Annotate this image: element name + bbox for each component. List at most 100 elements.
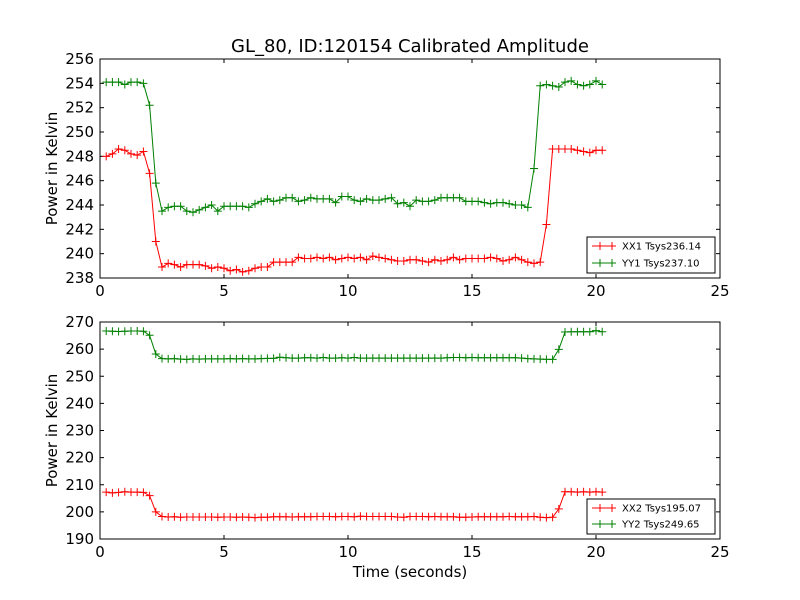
top-series-0-point [344, 253, 352, 262]
top-y-tick-label: 246 [65, 172, 94, 190]
top-legend-entry-yy1: YY1 Tsys237.10 [592, 259, 700, 270]
top-series-1-point [251, 199, 259, 208]
top-legend-label-yy1: YY1 Tsys237.10 [621, 259, 700, 270]
top-y-tick-label: 252 [65, 99, 94, 117]
bottom-series-0-point [399, 513, 408, 522]
top-series-0-point [170, 260, 179, 269]
top-series-1-point [393, 199, 402, 208]
top-series-1-point [387, 193, 396, 202]
top-series-0-point [337, 254, 346, 263]
bottom-y-tick-label: 230 [65, 422, 94, 440]
top-y-tick-label: 242 [65, 220, 94, 238]
top-series-markers [102, 76, 607, 276]
bottom-series-1-point [598, 327, 607, 336]
bottom-series-1-point [350, 353, 359, 362]
bottom-legend-marker-xx2 [596, 504, 616, 512]
top-series-1-point [499, 198, 507, 207]
top-axis-ticks: 0 5 10 15 20 25 238 240 242 244 246 248 250 252 254 256 [65, 50, 729, 300]
bottom-y-axis-label: Power in Kelvin [43, 374, 61, 488]
top-series-0-point [530, 259, 538, 268]
bottom-legend: XX2 Tsys195.07 YY2 Tsys249.65 [586, 498, 716, 535]
top-series-0-point [437, 256, 445, 265]
top-series-1-point [133, 78, 142, 87]
top-series-1-point [195, 205, 204, 214]
top-series-0-point [251, 264, 259, 273]
top-series-0-point [164, 259, 173, 268]
top-series-1-point [542, 80, 551, 89]
top-x-tick-label: 15 [462, 282, 481, 300]
top-series-1-point [139, 79, 148, 88]
bottom-series-1-point [139, 327, 148, 336]
top-series-1-point [238, 202, 247, 211]
bottom-series-1-point [182, 355, 191, 364]
top-series-1-point [530, 164, 538, 173]
top-series-0-point [375, 253, 383, 262]
top-series-0-point [579, 147, 588, 156]
bottom-legend-label-xx2: XX2 Tsys195.07 [622, 504, 701, 515]
top-series-0-point [585, 148, 594, 157]
top-series-1-point [548, 81, 557, 90]
top-series-0-point [133, 151, 142, 160]
bottom-y-tick-label: 210 [65, 476, 94, 494]
top-x-tick-label: 0 [95, 282, 105, 300]
top-x-tick-label: 5 [219, 282, 229, 300]
top-series-0-point [108, 149, 117, 158]
top-series-1-point [480, 198, 489, 207]
top-series-0-point [238, 267, 247, 276]
top-series-0-point [195, 260, 204, 269]
top-series-0-point [430, 255, 439, 264]
top-series-1-point [151, 179, 160, 188]
top-series-0-point [455, 255, 464, 264]
bottom-series-0-point [598, 488, 607, 497]
top-series-1-point [164, 203, 173, 212]
top-series-0-point [492, 254, 501, 263]
top-series-1-point [294, 197, 303, 206]
top-series-1-point [573, 80, 582, 89]
bottom-plot-frame [99, 321, 721, 540]
top-series-0-point [542, 220, 551, 229]
top-series-1-point [207, 201, 216, 209]
top-y-tick-label: 254 [65, 74, 94, 92]
top-series-0-point [226, 266, 235, 275]
top-series-1-point [120, 80, 129, 89]
top-y-tick-label: 248 [65, 147, 94, 165]
bottom-series-0-point [151, 507, 160, 516]
top-y-tick-label: 250 [65, 123, 94, 141]
bottom-y-tick-label: 190 [65, 530, 94, 548]
top-series-1-point [201, 203, 210, 212]
bottom-subplot: 0 5 10 15 20 25 190 200 210 220 230 240 250 260 270 Po… [43, 313, 730, 581]
bottom-series-1-point [145, 331, 154, 340]
top-legend-marker-xx1 [596, 242, 616, 250]
top-legend: XX1 Tsys236.14 YY1 Tsys237.10 [586, 236, 716, 274]
bottom-series-1-point [313, 354, 321, 363]
top-series-0-point [263, 263, 272, 272]
top-series-1-point [486, 199, 495, 208]
bottom-series-1-point [517, 354, 526, 363]
bottom-series-1-point [548, 355, 557, 364]
top-series-1-point [350, 196, 359, 205]
top-series-1-point [561, 78, 569, 87]
top-y-tick-label: 240 [65, 245, 94, 263]
top-series-1-point [585, 80, 594, 89]
top-series-0-point [511, 253, 520, 262]
top-series-0-point [350, 254, 359, 263]
top-series-1-point [344, 192, 352, 201]
top-series-0-point [114, 145, 123, 154]
bottom-x-axis-label: Time (seconds) [352, 563, 468, 581]
top-series-1-point [399, 198, 408, 207]
top-series-0-point [486, 253, 495, 262]
top-subplot: GL_80, ID:120154 Calibrated Amplitude 0 5… [43, 36, 730, 300]
top-series-1-point [592, 76, 600, 85]
bottom-series-1-point [151, 350, 160, 359]
top-series-0-point [573, 146, 582, 155]
top-series-0-point [418, 256, 427, 265]
bottom-x-tick-label: 0 [95, 543, 105, 561]
top-series-1-point [412, 196, 421, 205]
top-series-0-point [151, 237, 160, 246]
top-series-1-point [455, 193, 464, 202]
bottom-x-tick-label: 5 [219, 543, 229, 561]
top-series-1-point [269, 197, 278, 206]
top-legend-marker-yy1 [596, 259, 616, 267]
top-series-1-point [579, 81, 588, 90]
top-y-tick-label: 238 [65, 269, 94, 287]
